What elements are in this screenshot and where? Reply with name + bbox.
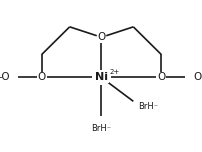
Text: 2+: 2+ [109, 69, 120, 74]
Text: —O: —O [0, 73, 10, 83]
Text: O—: O— [192, 73, 202, 83]
Text: O: O [97, 32, 105, 42]
Text: O: O [156, 73, 164, 83]
Text: BrH⁻: BrH⁻ [138, 102, 158, 111]
Text: Ni: Ni [95, 73, 107, 83]
Text: BrH⁻: BrH⁻ [91, 124, 111, 133]
Text: O: O [38, 73, 46, 83]
